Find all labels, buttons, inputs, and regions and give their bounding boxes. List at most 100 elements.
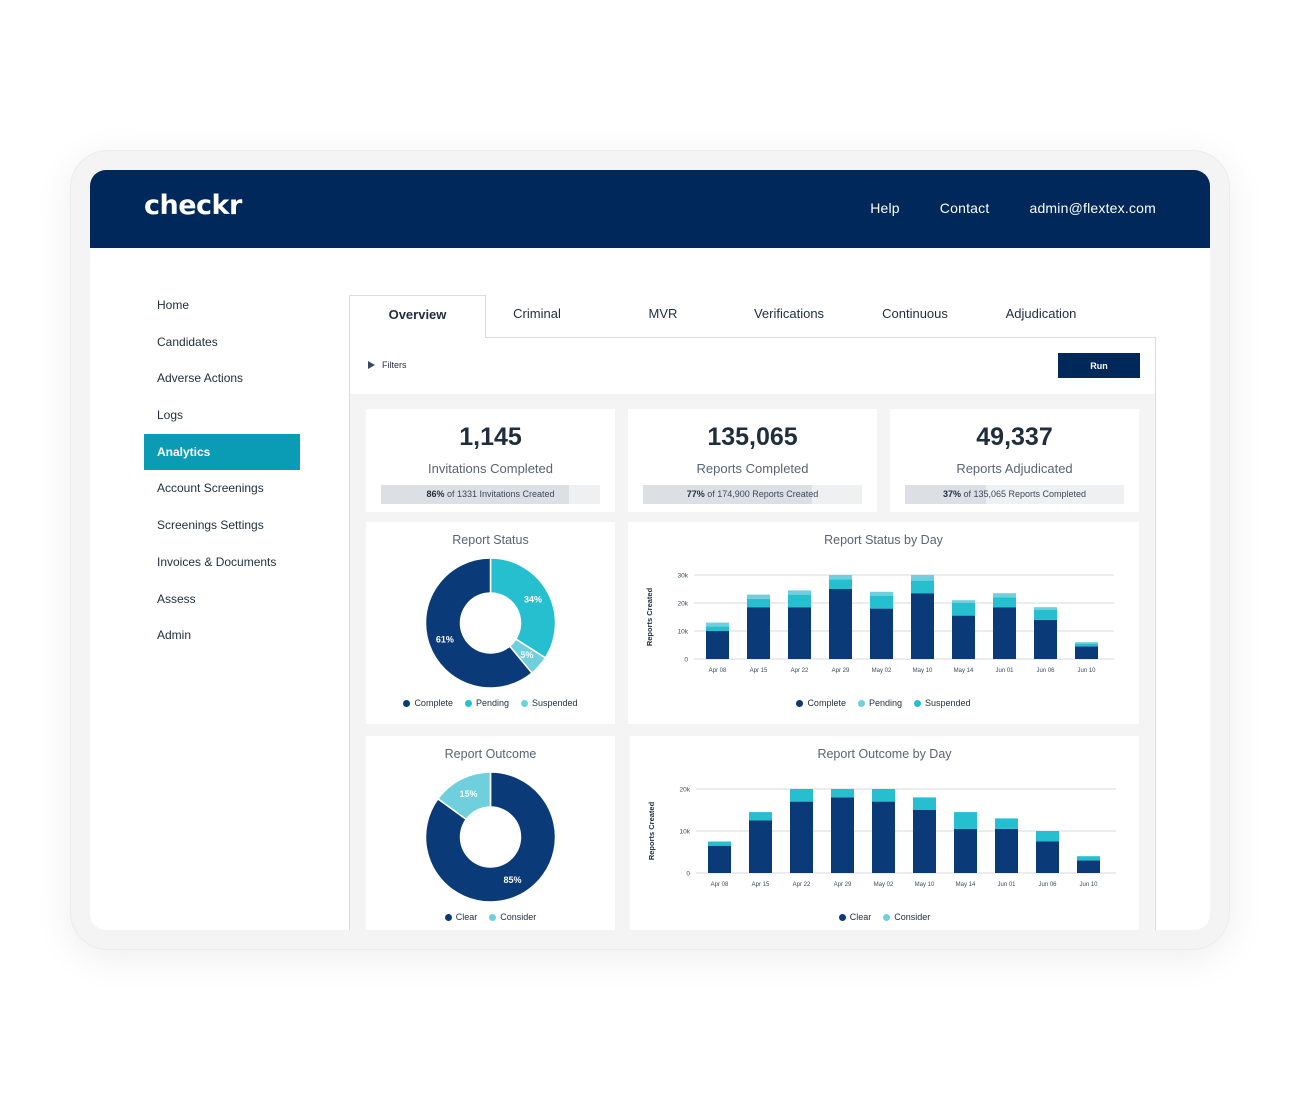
bar-segment-clear[interactable]	[1077, 860, 1100, 873]
legend-label: Pending	[869, 698, 902, 708]
filter-bar: Filters Run	[350, 338, 1155, 394]
bar-segment-complete[interactable]	[1075, 646, 1098, 659]
bar-segment-suspended[interactable]	[1034, 610, 1057, 620]
stat-card-reports-completed: 135,065 Reports Completed 77% of 174,900…	[628, 409, 877, 512]
bar-segment-consider[interactable]	[1077, 856, 1100, 860]
bar-segment-consider[interactable]	[872, 789, 895, 802]
tab-mvr[interactable]: MVR	[612, 295, 714, 338]
tab-criminal[interactable]: Criminal	[486, 295, 588, 338]
bar-segment-complete[interactable]	[747, 607, 770, 659]
legend-item-consider[interactable]: Consider	[883, 912, 930, 922]
bar-segment-clear[interactable]	[749, 821, 772, 874]
bar-segment-pending[interactable]	[1034, 607, 1057, 610]
sidebar-item-assess[interactable]: Assess	[144, 581, 300, 618]
tab-overview[interactable]: Overview	[349, 295, 486, 339]
bar-segment-clear[interactable]	[872, 802, 895, 873]
bar-segment-clear[interactable]	[790, 802, 813, 873]
sidebar-item-screenings-settings[interactable]: Screenings Settings	[144, 507, 300, 544]
bar-segment-complete[interactable]	[870, 609, 893, 659]
legend-item-pending[interactable]: Pending	[465, 698, 509, 708]
legend-item-pending[interactable]: Pending	[858, 698, 902, 708]
bar-segment-consider[interactable]	[913, 797, 936, 810]
legend-item-clear[interactable]: Clear	[445, 912, 478, 922]
legend-item-clear[interactable]: Clear	[839, 912, 872, 922]
bar-segment-complete[interactable]	[911, 593, 934, 659]
bar-segment-clear[interactable]	[1036, 842, 1059, 874]
bar-segment-complete[interactable]	[1034, 620, 1057, 659]
sidebar-item-home[interactable]: Home	[144, 287, 300, 324]
x-tick-label: May 14	[956, 882, 976, 888]
bar-segment-consider[interactable]	[1036, 831, 1059, 842]
legend-item-suspended[interactable]: Suspended	[521, 698, 578, 708]
bar-segment-consider[interactable]	[954, 812, 977, 829]
bar-segment-pending[interactable]	[1075, 642, 1098, 643]
bar-segment-suspended[interactable]	[911, 581, 934, 594]
bar-segment-suspended[interactable]	[993, 597, 1016, 607]
bar-segment-complete[interactable]	[993, 607, 1016, 659]
bar-segment-consider[interactable]	[831, 789, 854, 797]
bar-segment-suspended[interactable]	[706, 626, 729, 631]
x-tick-label: May 02	[872, 668, 892, 674]
checkr-logo[interactable]: checkr	[144, 190, 242, 221]
sidebar-item-logs[interactable]: Logs	[144, 397, 300, 434]
bar-segment-pending[interactable]	[993, 593, 1016, 597]
legend-item-complete[interactable]: Complete	[403, 698, 453, 708]
bar-segment-complete[interactable]	[706, 631, 729, 659]
bar-segment-consider[interactable]	[708, 842, 731, 846]
bar-segment-pending[interactable]	[829, 575, 852, 579]
bar-segment-pending[interactable]	[952, 600, 975, 603]
bar-segment-suspended[interactable]	[1075, 644, 1098, 647]
bar-segment-clear[interactable]	[995, 829, 1018, 873]
sidebar-item-adverse-actions[interactable]: Adverse Actions	[144, 360, 300, 397]
bar-segment-complete[interactable]	[952, 616, 975, 659]
legend-item-complete[interactable]: Complete	[796, 698, 846, 708]
legend-dot-icon	[858, 700, 865, 707]
tab-continuous[interactable]: Continuous	[864, 295, 966, 338]
bar-segment-complete[interactable]	[829, 589, 852, 659]
bar-segment-suspended[interactable]	[870, 596, 893, 609]
bar-segment-pending[interactable]	[911, 575, 934, 581]
bar-segment-complete[interactable]	[788, 607, 811, 659]
x-tick-label: Jun 01	[997, 882, 1016, 888]
contact-link[interactable]: Contact	[940, 200, 990, 216]
stat-detail: of 174,900 Reports Created	[707, 489, 818, 499]
report-status-by-day-chart: 010k20k30kReports CreatedApr 08 Apr 15 Apr…	[628, 522, 1139, 724]
report-outcome-by-day-legend: Clear Consider	[630, 912, 1139, 922]
sidebar-item-analytics[interactable]: Analytics	[144, 434, 300, 471]
tab-adjudication[interactable]: Adjudication	[990, 295, 1092, 338]
sidebar-item-candidates[interactable]: Candidates	[144, 324, 300, 361]
bar-segment-pending[interactable]	[788, 590, 811, 594]
stat-detail: of 135,065 Reports Completed	[963, 489, 1086, 499]
stat-detail: of 1331 Invitations Created	[447, 489, 555, 499]
stat-progress-bar: 86% of 1331 Invitations Created	[381, 485, 600, 504]
bar-segment-consider[interactable]	[749, 812, 772, 820]
help-link[interactable]: Help	[870, 200, 900, 216]
bar-segment-consider[interactable]	[995, 818, 1018, 829]
filters-toggle[interactable]: Filters	[368, 360, 407, 370]
sidebar-item-account-screenings[interactable]: Account Screenings	[144, 470, 300, 507]
bar-segment-suspended[interactable]	[829, 579, 852, 589]
x-tick-label: Apr 08	[709, 668, 727, 674]
bar-segment-pending[interactable]	[747, 595, 770, 599]
account-email-link[interactable]: admin@flextex.com	[1029, 200, 1156, 216]
sidebar-item-invoices-documents[interactable]: Invoices & Documents	[144, 544, 300, 581]
bar-segment-clear[interactable]	[913, 810, 936, 873]
bar-segment-suspended[interactable]	[747, 599, 770, 607]
stat-card-invitations: 1,145 Invitations Completed 86% of 1331 …	[366, 409, 615, 512]
bar-segment-consider[interactable]	[790, 789, 813, 802]
bar-segment-suspended[interactable]	[952, 603, 975, 616]
bar-segment-pending[interactable]	[706, 623, 729, 627]
legend-item-consider[interactable]: Consider	[489, 912, 536, 922]
bar-segment-clear[interactable]	[708, 846, 731, 873]
stat-progress-text: 86% of 1331 Invitations Created	[381, 489, 600, 499]
bar-segment-suspended[interactable]	[788, 595, 811, 608]
run-button[interactable]: Run	[1058, 353, 1140, 378]
stat-percent: 77%	[687, 489, 705, 499]
sidebar-item-admin[interactable]: Admin	[144, 617, 300, 654]
tab-verifications[interactable]: Verifications	[738, 295, 840, 338]
legend-item-suspended[interactable]: Suspended	[914, 698, 971, 708]
bar-segment-clear[interactable]	[831, 797, 854, 873]
bar-segment-clear[interactable]	[954, 829, 977, 873]
bar-segment-pending[interactable]	[870, 592, 893, 596]
top-navigation-bar: checkr Help Contact admin@flextex.com	[90, 170, 1210, 248]
